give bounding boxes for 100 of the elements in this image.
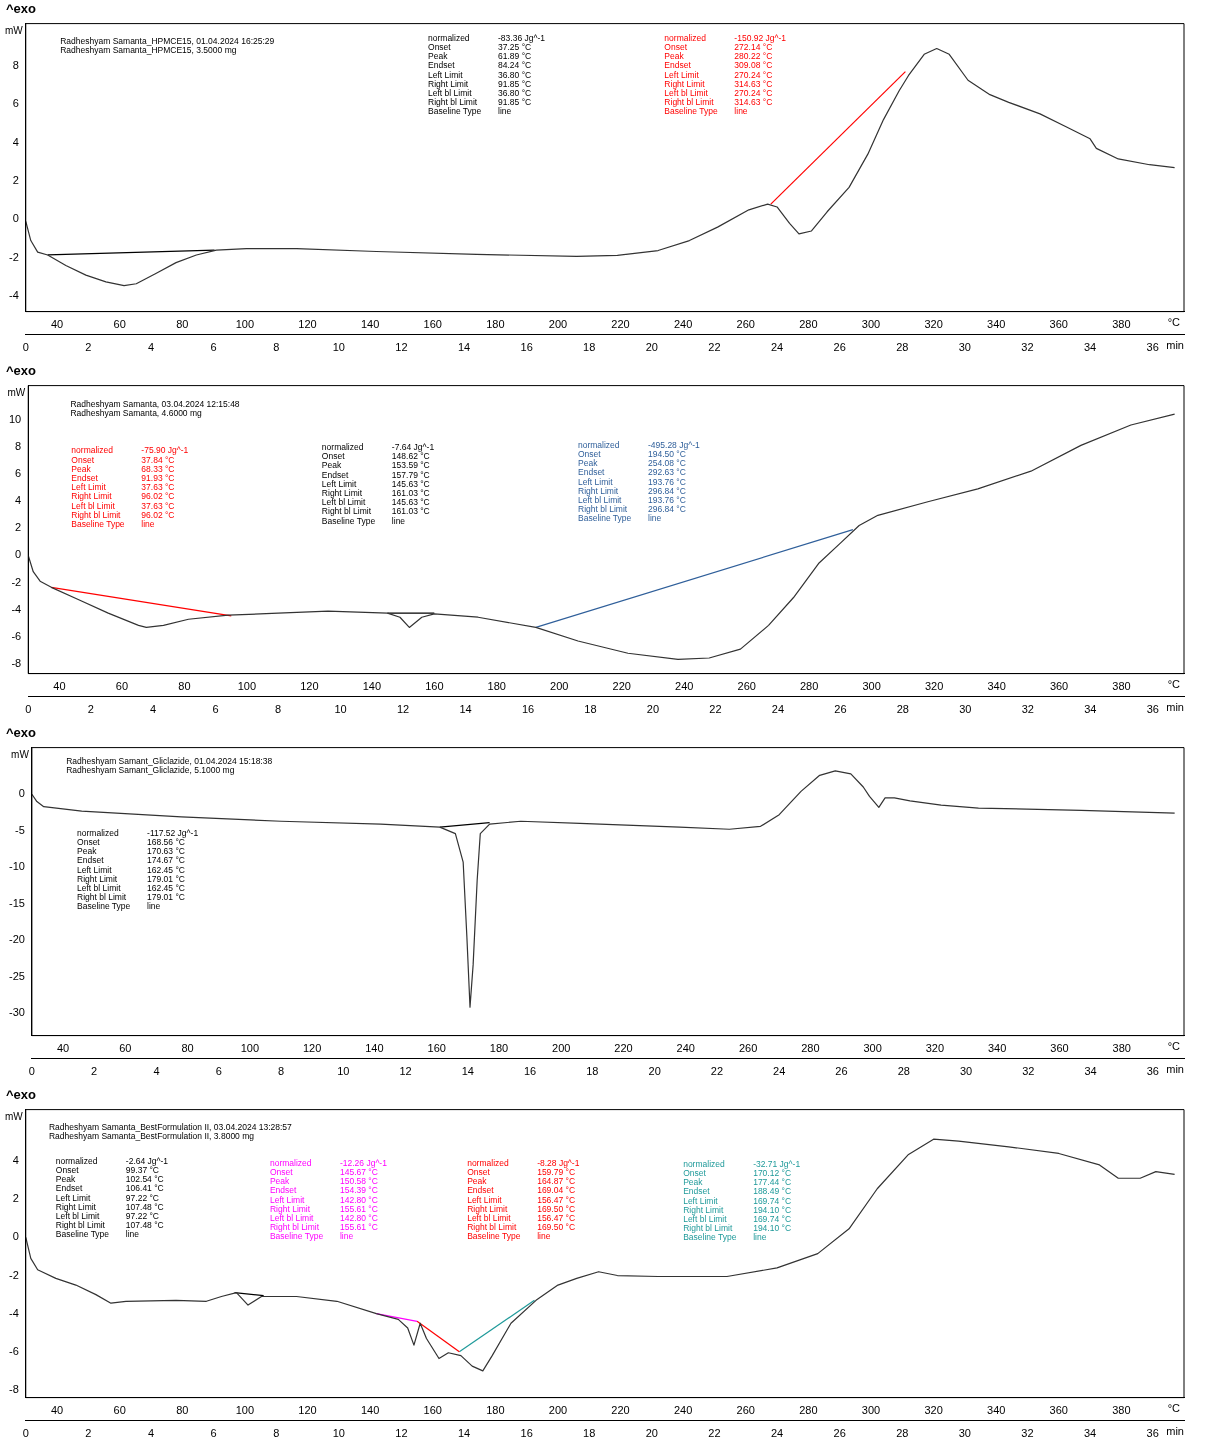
y-tick-label: 2	[15, 521, 22, 534]
x2-tick-label: 240	[673, 1404, 693, 1417]
x2-tick-label: 40	[50, 1404, 64, 1417]
x-tick-label: 30	[958, 341, 971, 354]
chart-title: ^exo	[6, 363, 37, 379]
x-tick-label: 12	[396, 703, 410, 716]
text: normalized -83.36 Jg^-1 Onset 37.25 °C Peak 61.89 °C Endset 84.24 °C Left Limit 36.80 °C Right Limit 91.85 °C Left bl Limit 36.80 °C Right bl Limit 91.85 °C Baseline Type line	[428, 32, 546, 117]
x-tick-label: 24	[770, 341, 784, 354]
x2-tick-label: 140	[365, 1042, 384, 1055]
x-tick-label: 22	[708, 341, 721, 354]
x2-tick-label: 40	[56, 1042, 70, 1055]
x2-tick-label: 160	[423, 1404, 442, 1417]
chart-title: ^exo	[6, 1, 37, 17]
x-tick-label: 28	[896, 1427, 909, 1440]
annotation: Radheshyam Samanta_BestFormulation II, 03.04.2024 13:28:57 Radheshyam Samanta_BestFormulation II, 3.8000 mg	[48, 1121, 293, 1141]
x-tick-label: 12	[395, 341, 408, 354]
y-tick-label: -6	[11, 629, 22, 642]
x-tick-label: 20	[648, 1065, 661, 1078]
x-tick-label: 0	[28, 1065, 35, 1078]
x-tick-label: 34	[1083, 341, 1097, 354]
x-tick-label: 32	[1021, 703, 1034, 716]
x-tick-label: 12	[399, 1065, 412, 1078]
x2-tick-label: 80	[176, 318, 189, 331]
x-tick-label: 16	[521, 703, 535, 716]
x2-tick-label: 300	[862, 680, 881, 693]
x-tick-label: 18	[583, 341, 596, 354]
x2-tick-label: 320	[925, 1042, 945, 1055]
y-tick-label: -2	[9, 250, 19, 263]
x2-tick-label: 260	[737, 680, 756, 693]
x2-axis-title: °C	[1167, 1039, 1181, 1052]
x2-tick-label: 300	[861, 1404, 881, 1417]
x-tick-label: 32	[1021, 341, 1034, 354]
x-tick-label: 18	[586, 1065, 599, 1078]
x2-tick-label: 220	[611, 318, 630, 331]
y-tick-label: -25	[8, 969, 25, 982]
y-tick-label: -2	[9, 1268, 19, 1281]
x-tick-label: 8	[273, 341, 280, 354]
x-axis-title: min	[1166, 1063, 1184, 1076]
x-tick-label: 28	[896, 341, 909, 354]
x2-tick-label: 40	[53, 680, 66, 693]
x-tick-label: 2	[85, 341, 92, 354]
x2-tick-label: 340	[987, 1042, 1007, 1055]
y-tick-label: -4	[9, 1306, 19, 1319]
chart-title: ^exo	[6, 725, 37, 741]
x-tick-label: 36	[1146, 1065, 1159, 1078]
text: normalized -7.64 Jg^-1 Onset 148.62 °C Peak 153.59 °C Endset 157.79 °C Left Limit 145.63 °C Right Limit 161.03 °C Left bl Limit 145.63 °C Right bl Limit 161.03 °C Baseline Type line	[321, 441, 435, 526]
x2-tick-label: 240	[673, 318, 693, 331]
text: normalized -495.28 Jg^-1 Onset 194.50 °C Peak 254.08 °C Endset 292.63 °C Left Limit 193.76 °C Right Limit 296.84 °C Left bl Limit 193.76 °C Right bl Limit 296.84 °C Baseline Type line	[578, 439, 700, 524]
x-tick-label: 10	[334, 703, 347, 716]
x2-tick-label: 160	[427, 1042, 446, 1055]
x2-tick-label: 200	[548, 318, 568, 331]
text: normalized -2.64 Jg^-1 Onset 99.37 °C Peak 102.54 °C Endset 106.41 °C Left Limit 97.22 °C Right Limit 107.48 °C Left bl Limit 97.22 °C Right bl Limit 107.48 °C Baseline Type line	[55, 1155, 169, 1240]
x2-tick-label: 200	[550, 680, 569, 693]
x-tick-label: 20	[646, 703, 660, 716]
x2-tick-label: 220	[614, 1042, 633, 1055]
x-tick-label: 32	[1022, 1065, 1035, 1078]
text: normalized -12.26 Jg^-1 Onset 145.67 °C Peak 150.58 °C Endset 154.39 °C Left Limit 142.80 °C Right Limit 155.61 °C Left bl Limit 142.80 °C Right bl Limit 155.61 °C Baseline Type line	[269, 1157, 387, 1242]
x-tick-label: 26	[833, 1427, 846, 1440]
x2-tick-label: 140	[360, 1404, 380, 1417]
x2-tick-label: 180	[486, 1404, 505, 1417]
text: normalized -117.52 Jg^-1 Onset 168.56 °C Peak 170.63 °C Endset 174.67 °C Left Limit 162.45 °C Right Limit 179.01 °C Left bl Limit 162.45 °C Right bl Limit 179.01 °C Baseline Type line	[77, 827, 199, 912]
x-tick-label: 30	[959, 1065, 973, 1078]
x-tick-label: 6	[212, 703, 219, 716]
x-tick-label: 22	[710, 1065, 724, 1078]
x2-tick-label: 360	[1049, 318, 1068, 331]
y-tick-label: 10	[8, 412, 22, 425]
x-tick-label: 8	[275, 703, 282, 716]
x2-tick-label: 340	[987, 318, 1006, 331]
x2-axis-title: °C	[1167, 1401, 1181, 1414]
x2-tick-label: 160	[425, 680, 444, 693]
x-tick-label: 18	[584, 703, 597, 716]
x-tick-label: 26	[833, 341, 846, 354]
x2-tick-label: 380	[1112, 318, 1131, 331]
x-axis-title: min	[1166, 339, 1184, 352]
x2-tick-label: 240	[675, 680, 694, 693]
x-tick-label: 16	[520, 341, 533, 354]
x2-tick-label: 340	[987, 680, 1006, 693]
x-tick-label: 36	[1146, 341, 1159, 354]
x-tick-label: 4	[150, 703, 157, 716]
x2-tick-label: 140	[362, 680, 382, 693]
y-tick-label: 8	[12, 58, 19, 71]
x2-tick-label: 80	[181, 1042, 194, 1055]
x2-tick-label: 300	[863, 1042, 882, 1055]
x-tick-label: 14	[461, 1065, 474, 1078]
x-tick-label: 34	[1084, 703, 1097, 716]
x-tick-label: 14	[457, 1427, 471, 1440]
text: normalized -32.71 Jg^-1 Onset 170.12 °C Peak 177.44 °C Endset 188.49 °C Left Limit 169.74 °C Right Limit 194.10 °C Left bl Limit 169.74 °C Right bl Limit 194.10 °C Baseline Type line	[683, 1158, 801, 1243]
x-tick-label: 16	[523, 1065, 537, 1078]
text: normalized -75.90 Jg^-1 Onset 37.84 °C Peak 68.33 °C Endset 91.93 °C Left Limit 37.63 °C Right Limit 96.02 °C Left bl Limit 37.63 °C Right bl Limit 96.02 °C Baseline Type line	[71, 445, 189, 529]
y-tick-label: 4	[12, 1154, 19, 1167]
x-tick-label: 36	[1146, 703, 1159, 716]
x2-tick-label: 100	[237, 680, 257, 693]
y-tick-label: -15	[8, 896, 25, 909]
y-tick-label: -20	[8, 933, 25, 946]
x2-tick-label: 260	[736, 318, 755, 331]
x-tick-label: 4	[147, 1427, 155, 1440]
x2-tick-label: 360	[1050, 1042, 1069, 1055]
x2-axis-title: °C	[1167, 315, 1181, 328]
x2-tick-label: 180	[486, 318, 505, 331]
x2-tick-label: 180	[489, 1042, 509, 1055]
